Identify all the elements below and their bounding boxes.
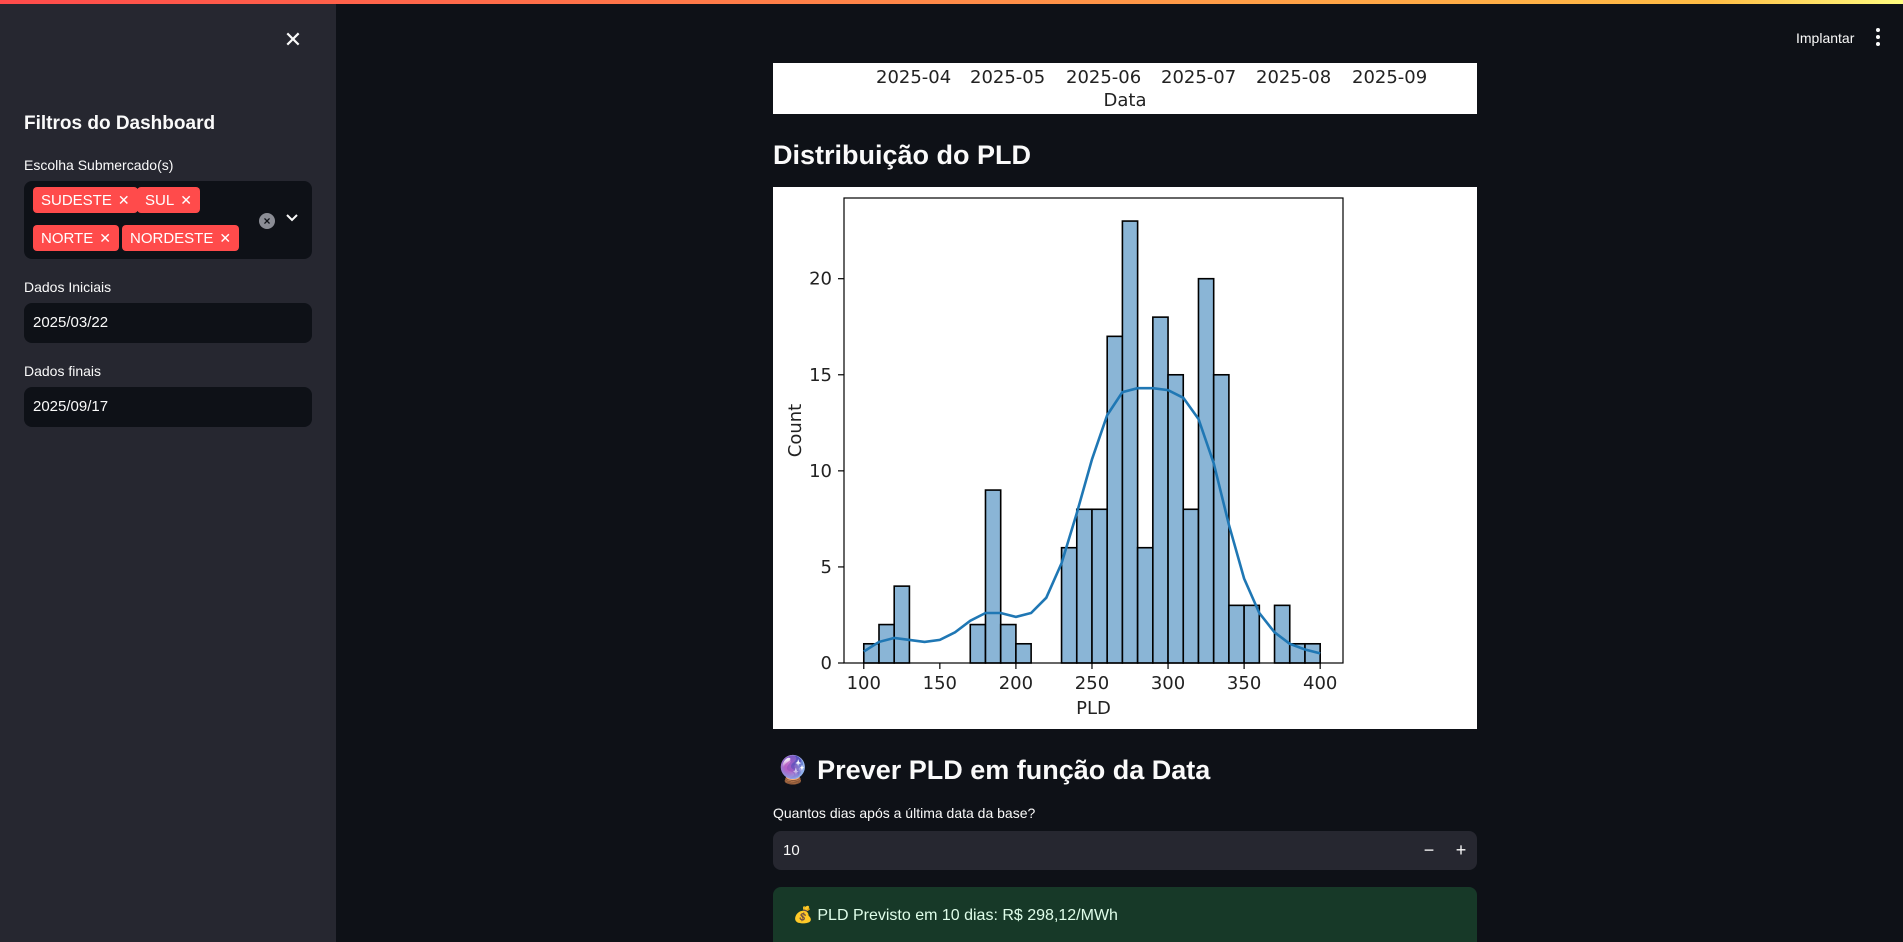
crystal-ball-icon: 🔮 bbox=[776, 755, 810, 785]
days-input-value[interactable]: 10 bbox=[783, 842, 800, 859]
histogram-bar bbox=[1182, 508, 1200, 664]
submarket-tag: SUL ✕ bbox=[137, 187, 200, 213]
main-menu-icon[interactable] bbox=[1874, 28, 1882, 48]
sidebar: ✕ Filtros do Dashboard Escolha Submercad… bbox=[0, 0, 336, 942]
histogram-bar bbox=[1228, 604, 1245, 664]
x-tick-label: 2025-06 bbox=[1066, 67, 1142, 88]
histogram-bar bbox=[984, 489, 1002, 664]
y-tick-label: 10 bbox=[809, 461, 832, 482]
y-tick-label: 20 bbox=[809, 269, 832, 290]
remove-tag-icon[interactable]: ✕ bbox=[99, 230, 111, 246]
kde-line bbox=[863, 386, 1321, 655]
histogram-bar bbox=[1152, 316, 1169, 664]
submarket-label: Escolha Submercado(s) bbox=[24, 157, 174, 173]
x-tick-label: 200 bbox=[999, 673, 1033, 694]
increment-button[interactable]: + bbox=[1455, 840, 1467, 860]
start-date-input[interactable]: 2025/03/22 bbox=[24, 303, 312, 343]
submarket-tag: SUDESTE ✕ bbox=[33, 187, 138, 213]
histogram-bar bbox=[1091, 508, 1108, 664]
histogram-bar bbox=[1243, 604, 1261, 664]
histogram-svg: 100 150 200 250 300 350 400 0 5 10 15 20 PLD Count bbox=[785, 197, 1344, 719]
days-number-input[interactable]: 10 − + bbox=[773, 831, 1477, 870]
end-date-label: Dados finais bbox=[24, 363, 102, 379]
histogram-bar bbox=[1060, 546, 1078, 664]
histogram-bar bbox=[969, 623, 987, 664]
pld-histogram-chart: 100 150 200 250 300 350 400 0 5 10 15 20 PLD Count bbox=[773, 187, 1477, 729]
histogram-bar bbox=[893, 585, 911, 664]
y-tick-label: 0 bbox=[821, 653, 832, 674]
distribution-heading: Distribuição do PLD bbox=[773, 140, 1032, 170]
histogram-bar bbox=[1075, 508, 1093, 664]
x-tick-label: 2025-04 bbox=[876, 67, 952, 88]
x-tick-label: 100 bbox=[847, 673, 881, 694]
histogram-bar bbox=[878, 623, 896, 664]
x-tick-label: 350 bbox=[1227, 673, 1261, 694]
prediction-result-text: 💰 PLD Previsto em 10 dias: R$ 298,12/MWh bbox=[793, 907, 1118, 924]
x-tick-label: 150 bbox=[923, 673, 957, 694]
chevron-down-icon[interactable] bbox=[284, 209, 300, 225]
remove-tag-icon[interactable]: ✕ bbox=[219, 230, 232, 246]
y-tick-label: 15 bbox=[809, 365, 832, 386]
sidebar-title: Filtros do Dashboard bbox=[24, 113, 216, 134]
money-bag-icon: 💰 bbox=[793, 907, 813, 924]
y-axis-label: Count bbox=[785, 404, 806, 457]
submarket-multiselect[interactable]: SUDESTE ✕ SUL ✕ NORTE ✕ NORDESTE ✕ × bbox=[24, 181, 312, 259]
x-tick-label: 400 bbox=[1303, 673, 1337, 694]
days-input-label: Quantos dias após a última data da base? bbox=[773, 805, 1036, 821]
start-date-label: Dados Iniciais bbox=[24, 279, 112, 295]
x-tick-label: 2025-09 bbox=[1352, 67, 1428, 88]
x-axis-label: Data bbox=[1103, 90, 1147, 111]
x-axis-label: PLD bbox=[1076, 698, 1111, 719]
deploy-button[interactable]: Implantar bbox=[1796, 30, 1855, 46]
histogram-bar bbox=[1106, 335, 1124, 664]
prediction-result-alert: 💰 PLD Previsto em 10 dias: R$ 298,12/MWh bbox=[773, 887, 1477, 942]
submarket-tag: NORDESTE ✕ bbox=[122, 225, 240, 251]
prediction-heading: 🔮 Prever PLD em função da Data bbox=[776, 755, 1211, 785]
histogram-bar bbox=[1136, 546, 1154, 664]
end-date-input[interactable]: 2025/09/17 bbox=[24, 387, 312, 427]
x-tick-label: 2025-07 bbox=[1161, 67, 1237, 88]
histogram-bar bbox=[999, 623, 1017, 664]
plot-frame bbox=[843, 197, 1344, 664]
histogram-bar bbox=[1121, 220, 1139, 664]
remove-tag-icon[interactable]: ✕ bbox=[117, 192, 130, 208]
x-tick-label: 2025-05 bbox=[970, 67, 1046, 88]
x-tick-label: 300 bbox=[1151, 673, 1185, 694]
clear-all-icon[interactable]: × bbox=[259, 213, 275, 229]
histogram-bar bbox=[1197, 277, 1215, 664]
close-sidebar-icon[interactable]: ✕ bbox=[283, 27, 303, 52]
x-tick-label: 250 bbox=[1075, 673, 1109, 694]
y-tick-label: 5 bbox=[821, 557, 832, 578]
top-decoration-bar bbox=[0, 0, 1903, 4]
histogram-bar bbox=[1015, 642, 1032, 664]
remove-tag-icon[interactable]: ✕ bbox=[180, 192, 192, 208]
x-tick-label: 2025-08 bbox=[1256, 67, 1332, 88]
decrement-button[interactable]: − bbox=[1423, 840, 1435, 860]
submarket-tag: NORTE ✕ bbox=[33, 225, 119, 251]
time-series-chart-bottom: 2025-04 2025-05 2025-06 2025-07 2025-08 … bbox=[773, 63, 1477, 114]
histogram-bar bbox=[1167, 373, 1185, 664]
